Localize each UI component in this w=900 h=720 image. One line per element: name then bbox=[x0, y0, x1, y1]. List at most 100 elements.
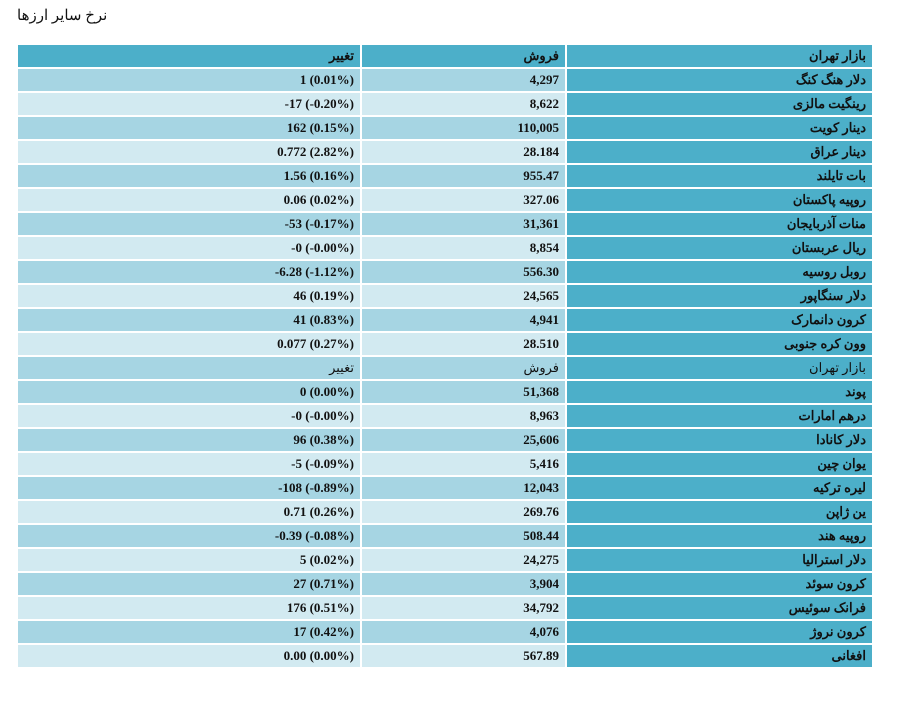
sell-cell: 28.510 bbox=[362, 333, 565, 355]
table-row: -108 (-0.89%) 12,043 لیره ترکیه bbox=[18, 477, 872, 499]
change-cell: -0 (-0.00%) bbox=[18, 237, 360, 259]
table-row: -0 (-0.00%) 8,963 درهم امارات bbox=[18, 405, 872, 427]
subheader-change: تغییر bbox=[18, 357, 360, 379]
table-row: -53 (-0.17%) 31,361 منات آذربایجان bbox=[18, 213, 872, 235]
change-cell: 1.56 (0.16%) bbox=[18, 165, 360, 187]
currency-rates-table: تغییر فروش بازار تهران 1 (0.01%) 4,297 دلا… bbox=[16, 43, 874, 669]
change-cell: 46 (0.19%) bbox=[18, 285, 360, 307]
change-cell: -0 (-0.00%) bbox=[18, 405, 360, 427]
sell-cell: 28.184 bbox=[362, 141, 565, 163]
table-row: -6.28 (-1.12%) 556.30 روبل روسیه bbox=[18, 261, 872, 283]
currency-name-cell: لیره ترکیه bbox=[567, 477, 872, 499]
sell-cell: 4,076 bbox=[362, 621, 565, 643]
change-cell: 0.772 (2.82%) bbox=[18, 141, 360, 163]
table-row: -17 (-0.20%) 8,622 رینگیت مالزی bbox=[18, 93, 872, 115]
change-cell: -17 (-0.20%) bbox=[18, 93, 360, 115]
currency-name-cell: کرون نروژ bbox=[567, 621, 872, 643]
table-subheader-row: تغییر فروش بازار تهران bbox=[18, 357, 872, 379]
sell-cell: 8,622 bbox=[362, 93, 565, 115]
header-change: تغییر bbox=[18, 45, 360, 67]
change-cell: -0.39 (-0.08%) bbox=[18, 525, 360, 547]
header-sell: فروش bbox=[362, 45, 565, 67]
sell-cell: 5,416 bbox=[362, 453, 565, 475]
sell-cell: 24,275 bbox=[362, 549, 565, 571]
currency-name-cell: دلار هنگ کنگ bbox=[567, 69, 872, 91]
change-cell: 0.00 (0.00%) bbox=[18, 645, 360, 667]
subheader-market: بازار تهران bbox=[567, 357, 872, 379]
sell-cell: 51,368 bbox=[362, 381, 565, 403]
currency-name-cell: روپیه هند bbox=[567, 525, 872, 547]
table-row: 176 (0.51%) 34,792 فرانک سوئیس bbox=[18, 597, 872, 619]
currency-name-cell: روبل روسیه bbox=[567, 261, 872, 283]
change-cell: -5 (-0.09%) bbox=[18, 453, 360, 475]
currency-name-cell: فرانک سوئیس bbox=[567, 597, 872, 619]
currency-name-cell: دلار کانادا bbox=[567, 429, 872, 451]
currency-name-cell: ریال عربستان bbox=[567, 237, 872, 259]
sell-cell: 24,565 bbox=[362, 285, 565, 307]
currency-name-cell: دلار استرالیا bbox=[567, 549, 872, 571]
table-row: 0.077 (0.27%) 28.510 وون کره جنوبی bbox=[18, 333, 872, 355]
table-row: -5 (-0.09%) 5,416 یوان چین bbox=[18, 453, 872, 475]
currency-name-cell: افغانی bbox=[567, 645, 872, 667]
subheader-sell: فروش bbox=[362, 357, 565, 379]
table-row: 0.00 (0.00%) 567.89 افغانی bbox=[18, 645, 872, 667]
currency-name-cell: کرون دانمارک bbox=[567, 309, 872, 331]
change-cell: -6.28 (-1.12%) bbox=[18, 261, 360, 283]
currency-name-cell: کرون سوئد bbox=[567, 573, 872, 595]
table-row: 5 (0.02%) 24,275 دلار استرالیا bbox=[18, 549, 872, 571]
table-row: 0.71 (0.26%) 269.76 ین ژاپن bbox=[18, 501, 872, 523]
currency-name-cell: دینار کویت bbox=[567, 117, 872, 139]
change-cell: 0 (0.00%) bbox=[18, 381, 360, 403]
sell-cell: 269.76 bbox=[362, 501, 565, 523]
table-row: 0 (0.00%) 51,368 پوند bbox=[18, 381, 872, 403]
change-cell: -108 (-0.89%) bbox=[18, 477, 360, 499]
change-cell: 5 (0.02%) bbox=[18, 549, 360, 571]
change-cell: 0.71 (0.26%) bbox=[18, 501, 360, 523]
sell-cell: 4,941 bbox=[362, 309, 565, 331]
table-row: 1.56 (0.16%) 955.47 بات تایلند bbox=[18, 165, 872, 187]
currency-name-cell: منات آذربایجان bbox=[567, 213, 872, 235]
sell-cell: 4,297 bbox=[362, 69, 565, 91]
currency-name-cell: پوند bbox=[567, 381, 872, 403]
currency-name-cell: بات تایلند bbox=[567, 165, 872, 187]
page-title: نرخ سایر ارزها bbox=[17, 8, 108, 24]
sell-cell: 508.44 bbox=[362, 525, 565, 547]
currency-name-cell: رینگیت مالزی bbox=[567, 93, 872, 115]
rates-table-body: تغییر فروش بازار تهران 1 (0.01%) 4,297 دلا… bbox=[18, 45, 872, 667]
table-row: 46 (0.19%) 24,565 دلار سنگاپور bbox=[18, 285, 872, 307]
sell-cell: 34,792 bbox=[362, 597, 565, 619]
change-cell: 162 (0.15%) bbox=[18, 117, 360, 139]
change-cell: 96 (0.38%) bbox=[18, 429, 360, 451]
sell-cell: 8,963 bbox=[362, 405, 565, 427]
sell-cell: 327.06 bbox=[362, 189, 565, 211]
sell-cell: 31,361 bbox=[362, 213, 565, 235]
change-cell: 41 (0.83%) bbox=[18, 309, 360, 331]
table-row: 0.772 (2.82%) 28.184 دینار عراق bbox=[18, 141, 872, 163]
table-row: 17 (0.42%) 4,076 کرون نروژ bbox=[18, 621, 872, 643]
currency-name-cell: یوان چین bbox=[567, 453, 872, 475]
change-cell: 1 (0.01%) bbox=[18, 69, 360, 91]
change-cell: 17 (0.42%) bbox=[18, 621, 360, 643]
sell-cell: 955.47 bbox=[362, 165, 565, 187]
sell-cell: 3,904 bbox=[362, 573, 565, 595]
table-row: 1 (0.01%) 4,297 دلار هنگ کنگ bbox=[18, 69, 872, 91]
change-cell: 176 (0.51%) bbox=[18, 597, 360, 619]
sell-cell: 110,005 bbox=[362, 117, 565, 139]
sell-cell: 556.30 bbox=[362, 261, 565, 283]
table-header-row: تغییر فروش بازار تهران bbox=[18, 45, 872, 67]
table-row: -0.39 (-0.08%) 508.44 روپیه هند bbox=[18, 525, 872, 547]
change-cell: 27 (0.71%) bbox=[18, 573, 360, 595]
table-row: 41 (0.83%) 4,941 کرون دانمارک bbox=[18, 309, 872, 331]
change-cell: 0.06 (0.02%) bbox=[18, 189, 360, 211]
currency-name-cell: روپیه پاکستان bbox=[567, 189, 872, 211]
currency-name-cell: وون کره جنوبی bbox=[567, 333, 872, 355]
currency-name-cell: دلار سنگاپور bbox=[567, 285, 872, 307]
sell-cell: 567.89 bbox=[362, 645, 565, 667]
table-row: 0.06 (0.02%) 327.06 روپیه پاکستان bbox=[18, 189, 872, 211]
sell-cell: 25,606 bbox=[362, 429, 565, 451]
change-cell: 0.077 (0.27%) bbox=[18, 333, 360, 355]
sell-cell: 8,854 bbox=[362, 237, 565, 259]
change-cell: -53 (-0.17%) bbox=[18, 213, 360, 235]
table-row: 162 (0.15%) 110,005 دینار کویت bbox=[18, 117, 872, 139]
header-market: بازار تهران bbox=[567, 45, 872, 67]
